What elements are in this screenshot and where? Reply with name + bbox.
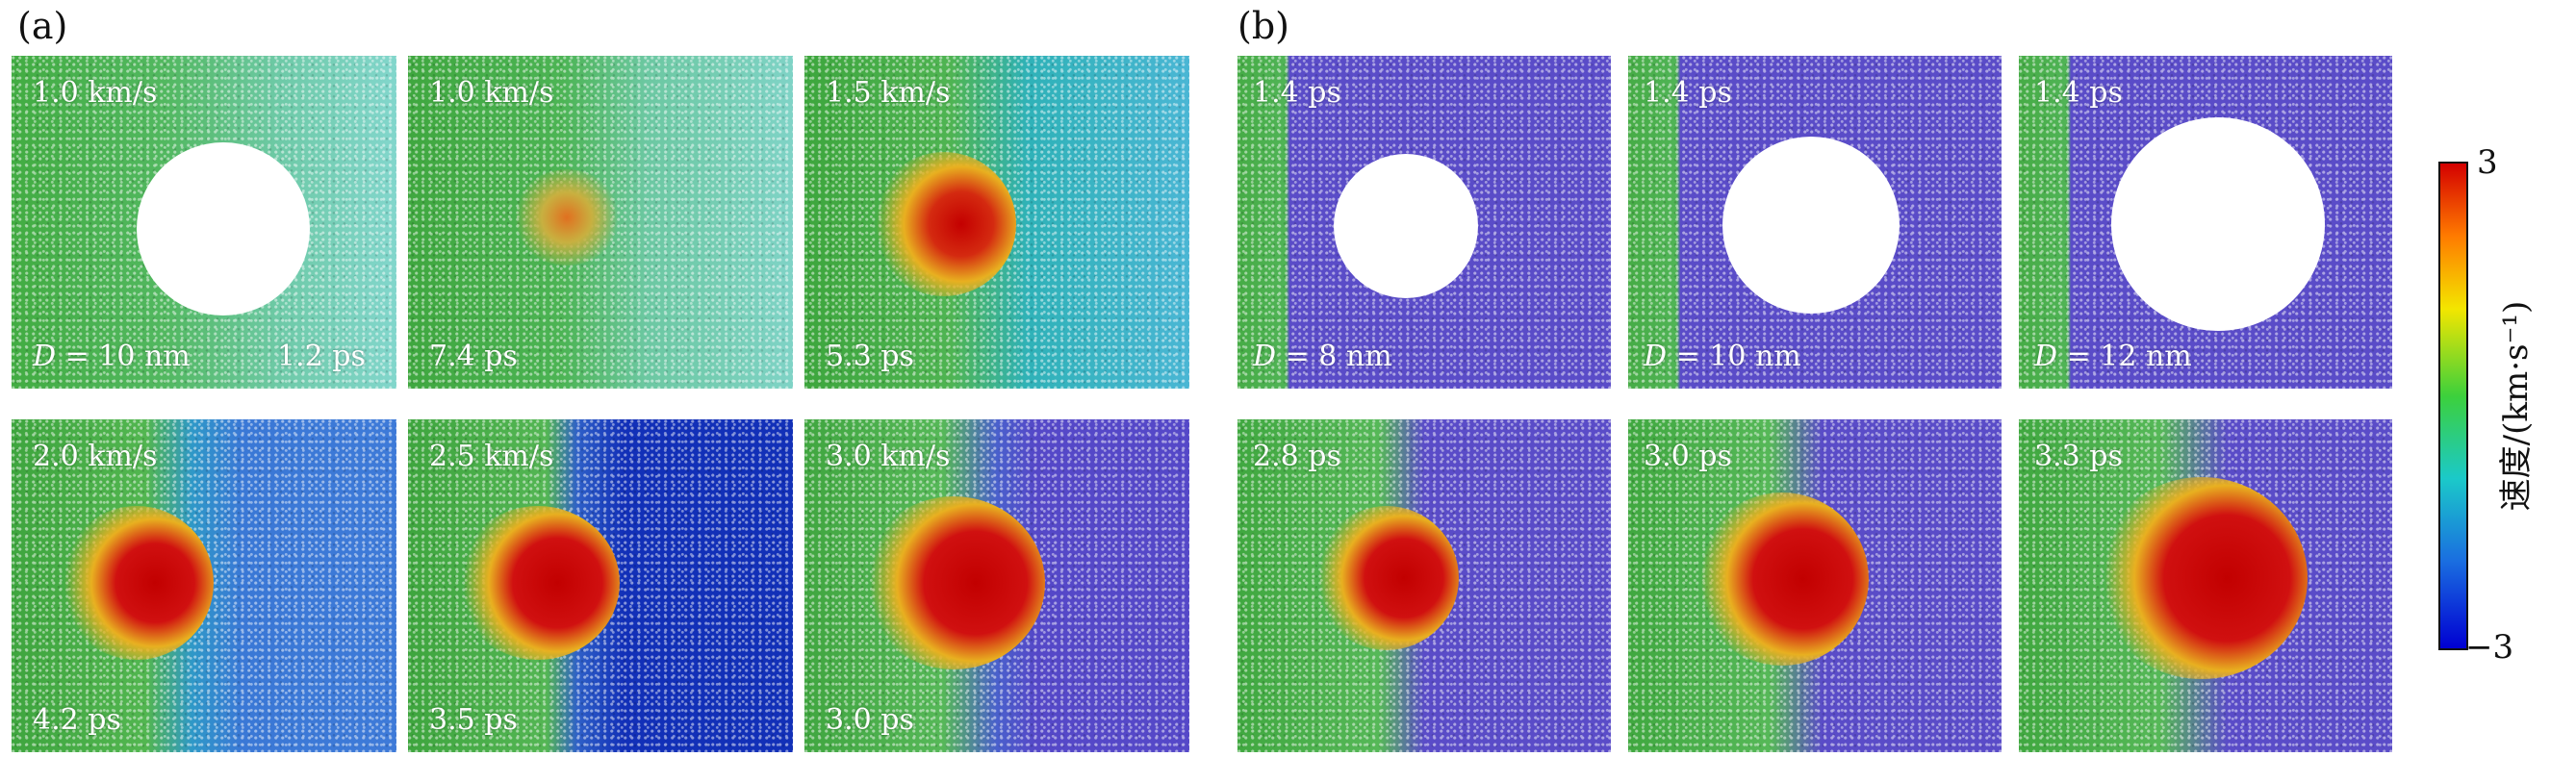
time-label: 3.3 ps — [2034, 440, 2123, 473]
void-circle — [1334, 154, 1478, 298]
velocity-label: 2.5 km/s — [429, 440, 554, 473]
frame-b6: 3.3 ps — [2019, 419, 2392, 752]
time-label: 7.4 ps — [429, 340, 518, 373]
time-label: 2.8 ps — [1253, 440, 1341, 473]
compression-spot — [862, 496, 1045, 669]
frame-b5: 3.0 ps — [1628, 419, 2002, 752]
colorbar-min-label: −3 — [2465, 628, 2514, 667]
compression-spot — [1696, 492, 1869, 666]
time-label: 5.3 ps — [826, 340, 914, 373]
compression-spot — [60, 506, 214, 660]
time-label: 1.4 ps — [2034, 76, 2123, 110]
velocity-label: 1.0 km/s — [33, 76, 158, 110]
panel-label-b: (b) — [1237, 5, 1289, 47]
compression-spot — [456, 506, 620, 660]
time-label: 1.4 ps — [1253, 76, 1341, 110]
frame-a3: 1.5 km/s 5.3 ps — [804, 56, 1189, 389]
diameter-label: D = 10 nm — [33, 340, 191, 373]
frame-a4: 2.0 km/s 4.2 ps — [12, 419, 396, 752]
diameter-label: D = 12 nm — [2034, 340, 2192, 373]
velocity-label: 1.5 km/s — [826, 76, 951, 110]
colorbar-max-label: 3 — [2477, 143, 2498, 182]
frame-b3: 1.4 ps D = 12 nm — [2019, 56, 2392, 389]
velocity-label: 2.0 km/s — [33, 440, 158, 473]
frame-a6: 3.0 km/s 3.0 ps — [804, 419, 1189, 752]
compression-spot — [872, 152, 1016, 296]
void-circle — [2111, 117, 2325, 331]
velocity-colorbar — [2438, 162, 2468, 650]
frame-a2: 1.0 km/s 7.4 ps — [408, 56, 793, 389]
void-circle — [1722, 137, 1900, 314]
compression-spot — [2096, 477, 2308, 679]
frame-b4: 2.8 ps — [1237, 419, 1611, 752]
time-label: 1.2 ps — [277, 340, 366, 373]
void-circle — [137, 142, 310, 315]
time-label: 3.5 ps — [429, 703, 518, 737]
panel-label-a: (a) — [17, 5, 68, 47]
time-label: 4.2 ps — [33, 703, 121, 737]
diameter-label: D = 10 nm — [1644, 340, 1801, 373]
frame-b1: 1.4 ps D = 8 nm — [1237, 56, 1611, 389]
diameter-label: D = 8 nm — [1253, 340, 1392, 373]
compression-spot — [514, 169, 620, 265]
time-label: 3.0 ps — [1644, 440, 1732, 473]
compression-spot — [1314, 506, 1459, 650]
velocity-label: 1.0 km/s — [429, 76, 554, 110]
frame-b2: 1.4 ps D = 10 nm — [1628, 56, 2002, 389]
velocity-label: 3.0 km/s — [826, 440, 951, 473]
frame-a5: 2.5 km/s 3.5 ps — [408, 419, 793, 752]
colorbar-title: 速度/(km·s⁻¹) — [2497, 300, 2536, 512]
frame-a1: 1.0 km/s D = 10 nm 1.2 ps — [12, 56, 396, 389]
time-label: 3.0 ps — [826, 703, 914, 737]
time-label: 1.4 ps — [1644, 76, 1732, 110]
